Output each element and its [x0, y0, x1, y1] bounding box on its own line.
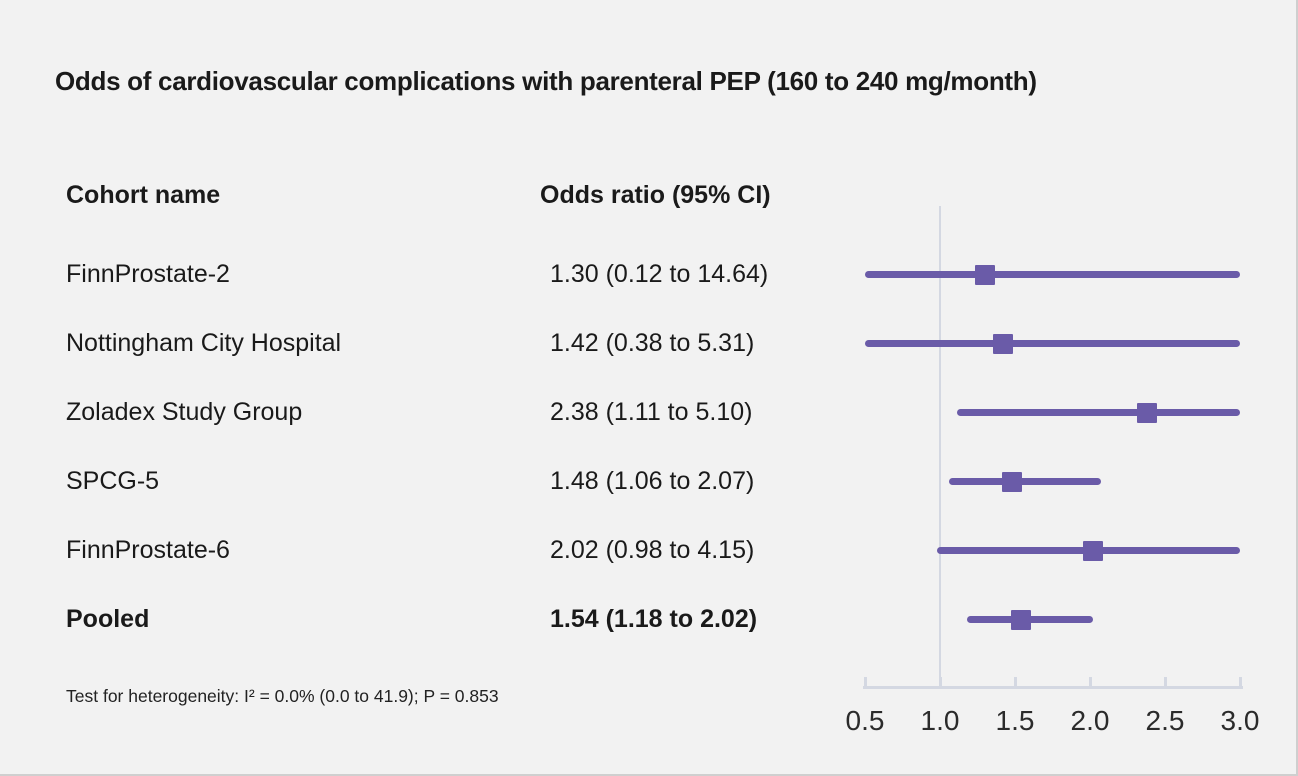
- reference-line: [939, 206, 941, 689]
- confidence-interval-line: [949, 478, 1101, 485]
- x-axis-tick: [938, 677, 942, 686]
- odds-ratio-column-header: Odds ratio (95% CI): [540, 181, 771, 209]
- table-row: Zoladex Study Group 2.38 (1.11 to 5.10): [0, 378, 1296, 447]
- odds-ratio-marker: [1002, 471, 1022, 492]
- x-axis-tick-label: 2.5: [1145, 705, 1185, 736]
- odds-ratio-value: 2.02 (0.98 to 4.15): [550, 536, 755, 564]
- odds-ratio-value: 2.38 (1.11 to 5.10): [550, 398, 753, 426]
- x-axis-tick-label: 1.0: [920, 705, 960, 736]
- x-axis-tick-label: 2.0: [1070, 705, 1110, 736]
- heterogeneity-footnote: Test for heterogeneity: I² = 0.0% (0.0 t…: [66, 686, 499, 706]
- x-axis-tick: [1238, 677, 1242, 686]
- cohort-name: Nottingham City Hospital: [66, 329, 342, 357]
- pooled-estimate-marker: [1011, 609, 1031, 630]
- cohort-name: FinnProstate-2: [66, 260, 230, 288]
- x-axis-tick-label: 3.0: [1220, 705, 1260, 736]
- confidence-interval-line: [956, 409, 1240, 416]
- cohort-name: Pooled: [66, 605, 150, 633]
- x-axis-tick-label: 1.5: [995, 705, 1035, 736]
- confidence-interval-line: [865, 340, 1240, 347]
- odds-ratio-marker: [1137, 402, 1157, 423]
- x-axis-line: [863, 686, 1243, 689]
- odds-ratio-marker: [975, 264, 995, 285]
- table-row: SPCG-5 1.48 (1.06 to 2.07): [0, 447, 1296, 516]
- odds-ratio-value: 1.42 (0.38 to 5.31): [550, 329, 755, 357]
- figure-title: Odds of cardiovascular complications wit…: [55, 66, 1037, 96]
- odds-ratio-marker: [993, 333, 1013, 354]
- table-row: FinnProstate-6 2.02 (0.98 to 4.15): [0, 516, 1296, 585]
- x-axis-tick-label: 0.5: [845, 705, 885, 736]
- confidence-interval-line: [865, 271, 1240, 278]
- odds-ratio-value: 1.30 (0.12 to 14.64): [550, 260, 769, 288]
- odds-ratio-value: 1.48 (1.06 to 2.07): [550, 467, 755, 495]
- table-row: FinnProstate-2 1.30 (0.12 to 14.64): [0, 240, 1296, 309]
- cohort-name: SPCG-5: [66, 467, 160, 495]
- cohort-column-header: Cohort name: [66, 181, 221, 209]
- table-row-pooled: Pooled 1.54 (1.18 to 2.02): [0, 585, 1296, 654]
- odds-ratio-marker: [1083, 540, 1103, 561]
- table-row: Nottingham City Hospital 1.42 (0.38 to 5…: [0, 309, 1296, 378]
- x-axis-tick: [1088, 677, 1092, 686]
- cohort-name: Zoladex Study Group: [66, 398, 303, 426]
- x-axis-tick: [1163, 677, 1167, 686]
- x-axis-tick: [863, 677, 867, 686]
- odds-ratio-value: 1.54 (1.18 to 2.02): [550, 605, 758, 633]
- x-axis-tick: [1013, 677, 1017, 686]
- cohort-name: FinnProstate-6: [66, 536, 230, 564]
